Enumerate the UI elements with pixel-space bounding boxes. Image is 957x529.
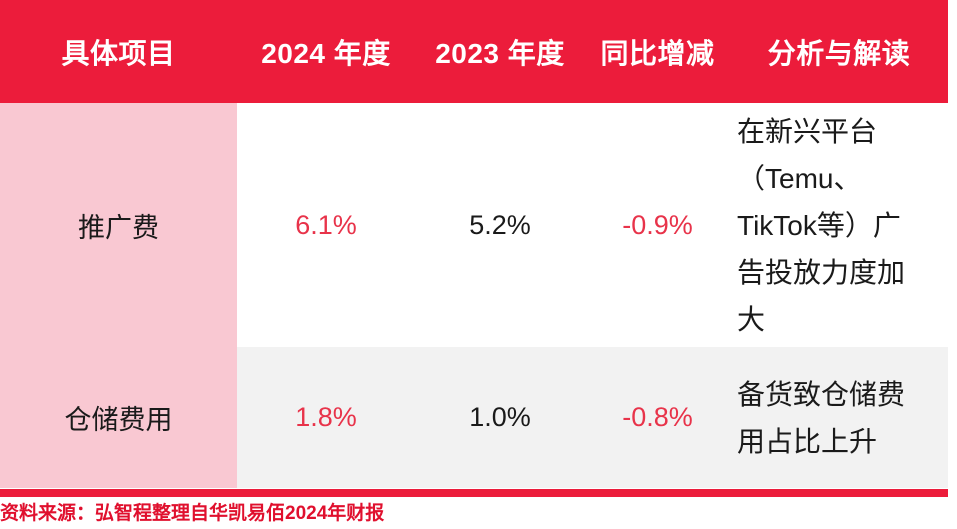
value-2024: 1.8% bbox=[295, 402, 357, 432]
bottom-divider bbox=[0, 489, 948, 497]
header-analysis: 分析与解读 bbox=[767, 37, 911, 69]
header-2023: 2023 年度 bbox=[435, 37, 565, 69]
source-note: 资料来源：弘智程整理自华凯易佰2024年财报 bbox=[0, 503, 385, 524]
header-item: 具体项目 bbox=[61, 37, 176, 69]
analysis-cell: 备货致仓储费用占比上升 bbox=[730, 347, 948, 488]
value-2024: 6.1% bbox=[295, 209, 357, 240]
value-change: -0.8% bbox=[622, 402, 693, 432]
row-item-label: 仓储费用 bbox=[0, 347, 237, 488]
header-change: 同比增减 bbox=[600, 37, 715, 69]
value-change: -0.9% bbox=[622, 209, 693, 240]
table-header-row: 具体项目 2024 年度 2023 年度 同比增减 分析与解读 bbox=[0, 0, 948, 103]
table-row: 推广费 6.1% 5.2% -0.9% 在新兴平台（Temu、TikTok等）广… bbox=[0, 103, 948, 347]
table-row: 仓储费用 1.8% 1.0% -0.8% 备货致仓储费用占比上升 bbox=[0, 347, 948, 488]
comparison-table: 具体项目 2024 年度 2023 年度 同比增减 分析与解读 推广费 6.1%… bbox=[0, 0, 948, 488]
header-2024: 2024 年度 bbox=[261, 37, 391, 69]
analysis-text: 在新兴平台（Temu、TikTok等）广告投放力度加大 bbox=[737, 115, 906, 335]
value-2023: 5.2% bbox=[469, 209, 531, 240]
analysis-text: 备货致仓储费用占比上升 bbox=[737, 378, 906, 457]
value-2023: 1.0% bbox=[469, 402, 531, 432]
row-item-label: 推广费 bbox=[0, 103, 237, 347]
analysis-cell: 在新兴平台（Temu、TikTok等）广告投放力度加大 bbox=[730, 103, 948, 347]
